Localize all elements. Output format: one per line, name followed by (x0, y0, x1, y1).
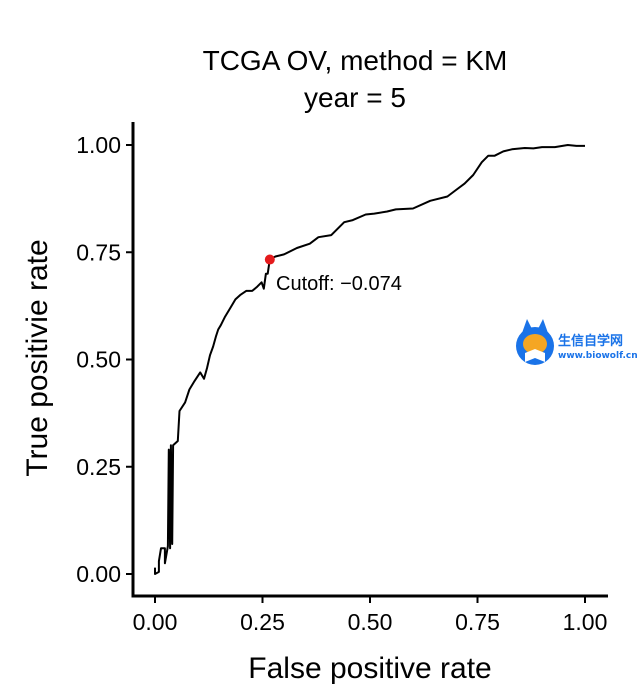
x-tick-label: 0.50 (348, 609, 393, 635)
y-tick-label: 0.25 (76, 454, 121, 480)
x-tick-label: 0.75 (455, 609, 500, 635)
cutoff-point (264, 254, 275, 265)
axes: 0.00 0.25 0.50 0.75 1.00 0.00 0.25 0.50 0.75 1.00 (76, 122, 608, 635)
y-tick-label: 0.75 (76, 239, 121, 265)
x-tick-label: 0.00 (133, 609, 178, 635)
y-tick-label: 1.00 (76, 132, 121, 158)
cutoff-label: Cutoff: −0.074 (276, 273, 402, 295)
x-tick-label: 1.00 (563, 609, 608, 635)
y-tick-label: 0.50 (76, 347, 121, 373)
fox-reading-logo-icon (516, 319, 554, 365)
x-axis-title: False positive rate (248, 652, 491, 685)
watermark-cn: 生信自学网 (558, 333, 623, 349)
plot-area (154, 144, 585, 575)
chart-title-line1: TCGA OV, method = KM (203, 45, 508, 76)
y-axis-title: True positivie rate (21, 239, 54, 476)
x-tick-label: 0.25 (240, 609, 285, 635)
roc-curve-line (154, 144, 585, 575)
watermark-url: www.biowolf.cn (558, 351, 638, 361)
watermark: 生信自学网 www.biowolf.cn (516, 319, 638, 365)
chart-title-line2: year = 5 (304, 82, 406, 113)
y-tick-label: 0.00 (76, 561, 121, 587)
